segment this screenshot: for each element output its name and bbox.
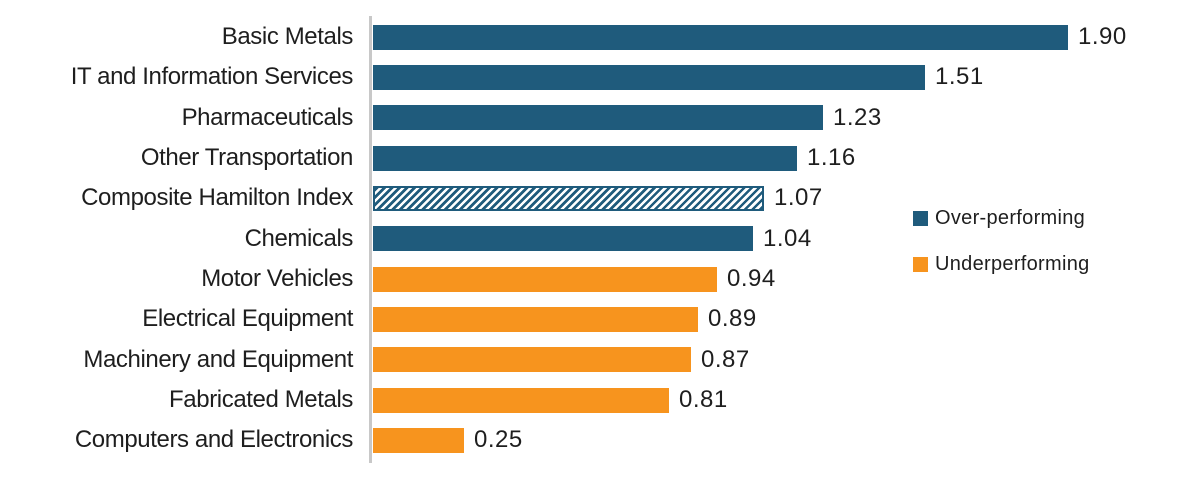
category-label: Electrical Equipment (142, 305, 353, 333)
bar-row: Composite Hamilton Index 1.07 (0, 178, 1200, 218)
value-bar (373, 347, 691, 373)
value-bar (373, 427, 464, 453)
y-axis-line (369, 16, 372, 463)
bar-track: 0.87 (373, 346, 1200, 374)
bar-row: Fabricated Metals 0.81 (0, 380, 1200, 420)
bar-row: Other Transportation 1.16 (0, 138, 1200, 178)
bar-track: 0.94 (373, 265, 1200, 293)
value-bar (373, 64, 925, 90)
category-label: Other Transportation (140, 144, 354, 172)
category-label: Fabricated Metals (169, 386, 353, 414)
bar-rows: Basic Metals 1.90 IT and Information Servi… (0, 17, 1200, 461)
bar-row: Pharmaceuticals 1.23 (0, 98, 1200, 138)
value-bar (373, 105, 823, 131)
value-label: 1.90 (1078, 23, 1127, 51)
value-bar (373, 266, 717, 292)
bar-track: 0.25 (373, 426, 1200, 454)
category-label: Computers and Electronics (74, 426, 354, 454)
value-label: 1.51 (935, 63, 984, 91)
category-label: IT and Information Services (70, 63, 354, 91)
value-label: 1.16 (807, 144, 856, 172)
value-bar (373, 145, 797, 171)
bar-track: 1.23 (373, 104, 1200, 132)
bar-row: Basic Metals 1.90 (0, 17, 1200, 57)
value-bar (373, 24, 1068, 50)
bar-track: 0.89 (373, 305, 1200, 333)
category-label: Pharmaceuticals (181, 103, 354, 131)
composite-hatched-bar (373, 185, 764, 211)
legend-item-over-performing: Over-performing (913, 208, 1090, 228)
value-label: 0.94 (727, 265, 776, 293)
value-bar (373, 306, 698, 332)
bar-row: Electrical Equipment 0.89 (0, 299, 1200, 339)
category-label: Chemicals (244, 224, 354, 252)
bar-row: Motor Vehicles 0.94 (0, 259, 1200, 299)
bar-track: 0.81 (373, 386, 1200, 414)
value-bar (373, 387, 669, 413)
bar-track: 1.07 (373, 184, 1200, 212)
category-label: Machinery and Equipment (83, 345, 353, 373)
value-label: 0.89 (708, 305, 757, 333)
legend-label-underperforming: Underperforming (935, 253, 1090, 275)
bar-row: Machinery and Equipment 0.87 (0, 340, 1200, 380)
value-label: 1.07 (774, 184, 823, 212)
legend-label-over-performing: Over-performing (935, 207, 1086, 229)
bar-row: IT and Information Services 1.51 (0, 57, 1200, 97)
bar-track: 1.04 (373, 225, 1200, 253)
bar-track: 1.90 (373, 23, 1200, 51)
legend: Over-performing Underperforming (913, 208, 1090, 274)
value-label: 0.81 (679, 386, 728, 414)
value-label: 1.04 (763, 224, 812, 252)
value-label: 0.87 (701, 345, 750, 373)
legend-item-underperforming: Underperforming (913, 254, 1090, 274)
category-label: Basic Metals (221, 23, 354, 51)
value-label: 1.23 (833, 103, 882, 131)
over-performing-swatch-icon (913, 210, 928, 226)
value-bar (373, 226, 753, 252)
value-label: 0.25 (474, 426, 523, 454)
bar-track: 1.16 (373, 144, 1200, 172)
bar-row: Chemicals 1.04 (0, 219, 1200, 259)
category-label: Composite Hamilton Index (81, 184, 353, 212)
underperforming-swatch-icon (913, 256, 928, 272)
bar-track: 1.51 (373, 63, 1200, 91)
category-label: Motor Vehicles (201, 265, 353, 293)
bar-row: Computers and Electronics 0.25 (0, 420, 1200, 460)
